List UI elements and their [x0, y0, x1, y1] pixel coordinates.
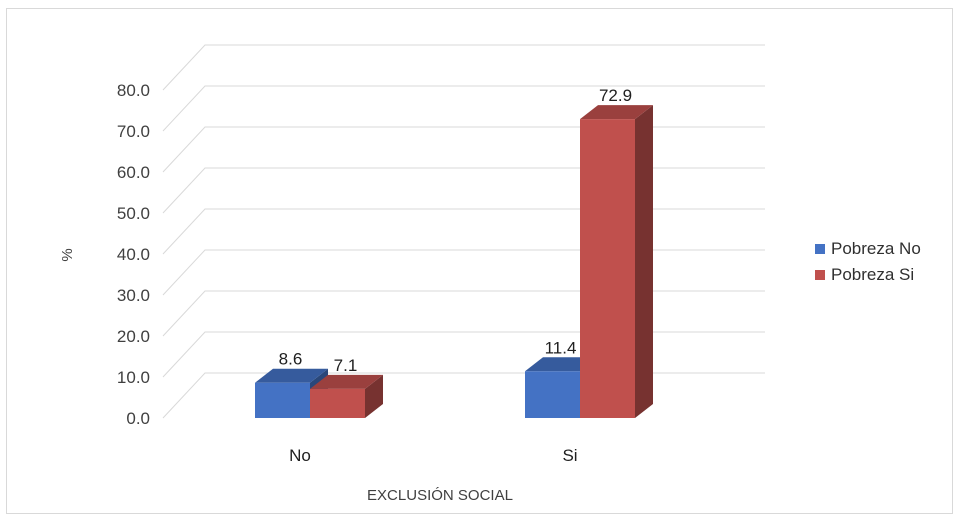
y-tick-label: 80.0 [117, 81, 150, 100]
y-tick-label: 0.0 [126, 409, 150, 428]
gridline [162, 208, 765, 255]
legend: Pobreza No Pobreza Si [815, 236, 921, 288]
legend-label-pobreza-no: Pobreza No [831, 239, 921, 258]
y-axis-ticks: 0.0 10.0 20.0 30.0 40.0 50.0 60.0 70.0 80.0 [117, 81, 150, 428]
gridline [162, 290, 765, 337]
y-tick-label: 70.0 [117, 122, 150, 141]
y-tick-label: 40.0 [117, 245, 150, 264]
bar-top [310, 374, 383, 389]
gridline [162, 331, 765, 378]
data-label: 8.6 [279, 350, 303, 369]
bar-front [255, 382, 310, 418]
bar-side [365, 374, 383, 418]
chart-frame [6, 8, 953, 514]
bar-side [635, 105, 653, 419]
legend-label-pobreza-si: Pobreza Si [831, 265, 915, 284]
gridline [162, 126, 765, 173]
data-label: 11.4 [545, 338, 577, 357]
bars [255, 105, 653, 419]
gridline [162, 85, 765, 132]
gridline [162, 44, 765, 91]
data-label: 72.9 [599, 86, 632, 105]
x-axis-title: EXCLUSIÓN SOCIAL [367, 487, 513, 504]
y-tick-label: 10.0 [117, 368, 150, 387]
bar-front [310, 388, 365, 418]
x-axis-categories: No Si [289, 446, 577, 465]
data-labels: 8.6 7.1 11.4 72.9 [279, 86, 632, 375]
y-tick-label: 60.0 [117, 163, 150, 182]
bar-front [525, 371, 580, 418]
legend-swatch-pobreza-si [815, 270, 825, 280]
gridlines [162, 44, 765, 419]
y-tick-label: 20.0 [117, 327, 150, 346]
legend-item-pobreza-si: Pobreza Si [815, 262, 921, 288]
y-tick-label: 50.0 [117, 204, 150, 223]
y-axis-title: % [59, 248, 76, 261]
bar-top [255, 368, 328, 383]
bar-pobreza-si-si [580, 105, 653, 419]
y-tick-label: 30.0 [117, 286, 150, 305]
legend-swatch-pobreza-no [815, 244, 825, 254]
category-label: No [289, 446, 311, 465]
data-label: 7.1 [334, 356, 358, 375]
gridline [162, 372, 765, 419]
legend-item-pobreza-no: Pobreza No [815, 236, 921, 262]
category-label: Si [562, 446, 577, 465]
bar-top [525, 357, 598, 372]
bar-pobreza-si-no [310, 374, 383, 418]
gridline [162, 167, 765, 214]
bar-top [580, 105, 653, 120]
gridline [162, 249, 765, 296]
bar-front [580, 119, 635, 419]
